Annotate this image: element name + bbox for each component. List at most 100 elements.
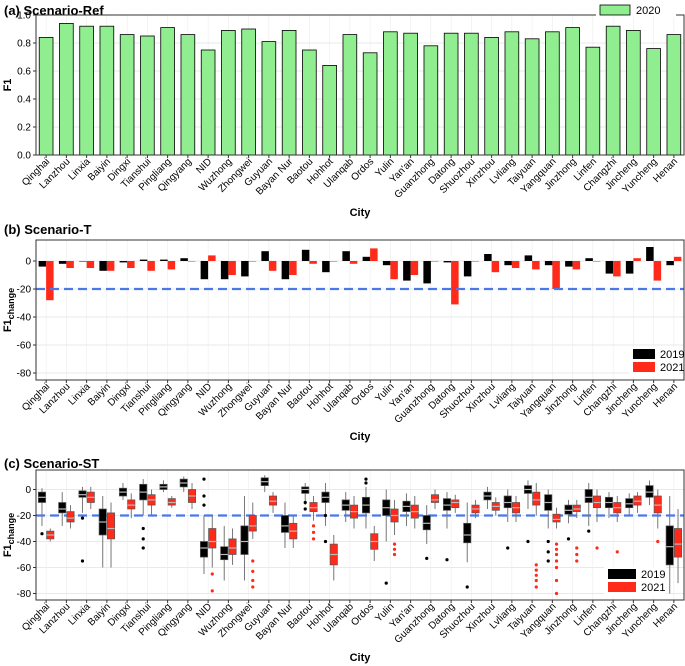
bar-2021-Taiyuan (532, 261, 540, 270)
outlier-point (251, 578, 255, 583)
box-body (301, 486, 310, 494)
bar-2019-Qinghai (38, 261, 47, 267)
legend-swatch (633, 349, 655, 359)
box-2019-Yuncheng (645, 480, 654, 506)
bar-2019-Qingyang (180, 258, 188, 261)
bar-2019-NID (200, 261, 209, 280)
box-2021-Guyuan (269, 492, 278, 513)
y-tick-label: -40 (17, 537, 32, 548)
box-2021-Shuozhou (471, 499, 480, 519)
outlier-point (575, 546, 579, 550)
box-2021-Zhongwei (248, 502, 257, 589)
y-tick-label: 0.2 (17, 123, 31, 134)
box-body (78, 490, 87, 498)
box-2021-Lanzhou (66, 505, 75, 529)
bar-2021-Lanzhou (66, 261, 74, 268)
bar-2021-Tianshui (147, 261, 155, 271)
outlier-point (575, 559, 579, 563)
outlier-point (202, 494, 206, 498)
bar-2019-Linxia (79, 261, 87, 262)
box-2019-Guanzhong (422, 505, 431, 561)
outlier-point (425, 556, 429, 561)
panel-title: (b) Scenario-T (4, 222, 91, 237)
box-body (665, 525, 674, 566)
outlier-point (575, 552, 579, 557)
box-body (674, 528, 683, 558)
y-tick-label: -20 (17, 285, 32, 296)
box-body (220, 546, 229, 561)
outlier-point (554, 547, 559, 551)
outlier-point (364, 477, 368, 481)
bar-Lanzhou (59, 22, 74, 156)
bar-2019-Baotou (301, 249, 310, 261)
bar-2019-Datong (443, 261, 452, 263)
bar-2019-Changzhi (605, 261, 614, 274)
box-2019-Yulin (382, 489, 391, 585)
box-2019-Linfen (584, 483, 593, 533)
outlier-point (303, 500, 307, 505)
bar-2019-Lvliang (504, 261, 512, 266)
bar-2021-Yangquan (552, 261, 560, 289)
box-2019-Baotou (301, 483, 310, 511)
y-tick-label: -60 (17, 341, 32, 352)
box-body (564, 504, 573, 515)
bar-Qingyang (180, 34, 196, 156)
outlier-point (554, 552, 559, 557)
outlier-point (80, 516, 85, 520)
bar-Bayan Nur (281, 29, 297, 156)
box-2021-NID (208, 515, 217, 593)
legend-label: 2020 (636, 5, 660, 17)
box-2021-Baotou (309, 496, 318, 541)
outlier-point (384, 581, 388, 585)
box-body (633, 495, 642, 506)
panel-b: 0-20-40-60-80QinghaiLanzhouLinxiaBaiyinD… (2, 222, 685, 443)
box-2019-Dingxi (118, 483, 127, 500)
bar-Tianshui (140, 35, 155, 156)
box-body (66, 511, 75, 523)
box-2019-Linxia (78, 486, 87, 563)
outlier-point (546, 550, 550, 554)
x-axis-label: City (350, 652, 372, 664)
bar-2021-Changzhi (613, 261, 621, 277)
box-2019-Jincheng (625, 493, 634, 516)
bar-2021-Guyuan (268, 261, 277, 271)
outlier-point (534, 585, 538, 589)
bar-2019-Taiyuan (524, 255, 533, 261)
bar-2019-Ulanqab (342, 251, 350, 261)
outlier-point (323, 513, 328, 518)
legend-swatch (608, 582, 636, 592)
bar-2021-Wuzhong (228, 261, 236, 275)
outlier-point (595, 546, 599, 550)
box-2021-Lvliang (512, 496, 521, 522)
y-tick-label: 0.8 (17, 39, 31, 50)
box-body (167, 498, 176, 506)
y-tick-label: 0.0 (17, 151, 31, 162)
bar-2019-Lanzhou (58, 261, 67, 264)
plot-border (35, 469, 685, 601)
y-tick-label: -40 (17, 313, 32, 324)
bar-2019-Ordos (362, 256, 371, 261)
bar-Yan'an (403, 32, 418, 156)
box-body (309, 502, 318, 512)
bar-2021-Guanzhong (430, 261, 439, 262)
box-2019-Tianshui (139, 479, 148, 550)
box-body (451, 499, 460, 509)
outlier-point (546, 539, 550, 544)
box-2021-Guanzhong (431, 489, 440, 509)
outlier-point (80, 559, 85, 563)
bar-2021-NID (208, 255, 216, 261)
y-tick-label: -80 (17, 369, 32, 380)
bar-2019-Henan (666, 261, 674, 266)
box-2019-Wuzhong (220, 525, 229, 581)
box-body (228, 538, 237, 555)
box-body (422, 515, 431, 531)
legend-label: 2019 (641, 569, 665, 581)
box-2021-Taiyuan (532, 483, 541, 589)
box-2021-Tianshui (147, 489, 156, 516)
bar-2021-Baiyin (106, 261, 115, 271)
box-2019-Pingliang (159, 480, 168, 493)
plot-border (35, 14, 685, 156)
bar-2019-Yulin (382, 261, 391, 266)
outlier-point (566, 537, 571, 541)
outlier-point (141, 526, 145, 531)
